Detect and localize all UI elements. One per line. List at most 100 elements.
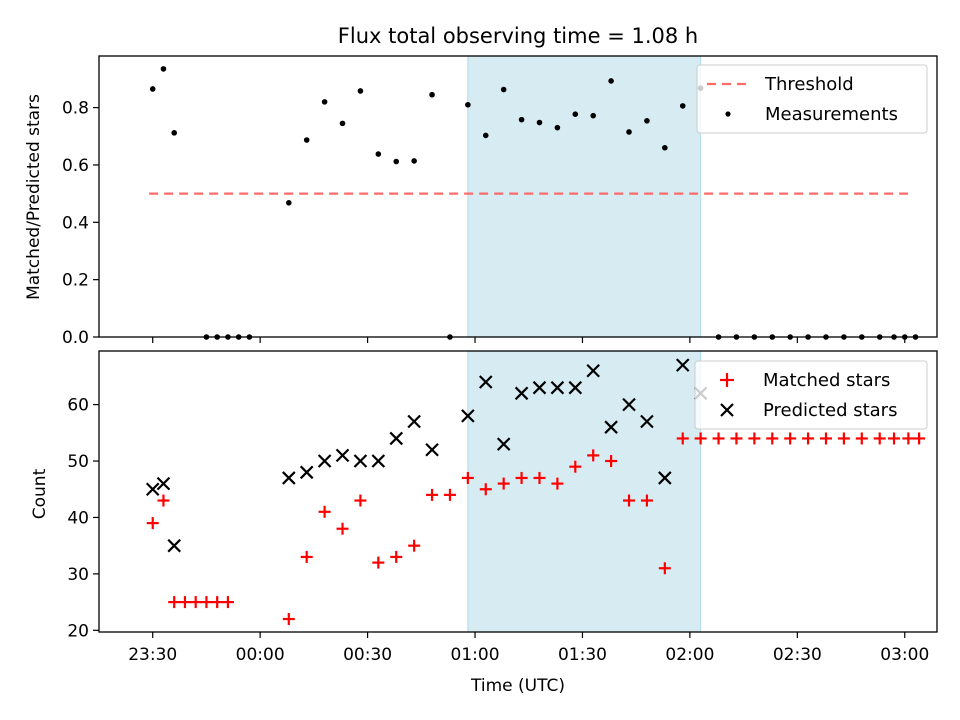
bottom-y-ticks: 20 30 40 50 60 — [67, 396, 99, 641]
count-points — [145, 358, 926, 626]
matched-star-point — [712, 432, 725, 445]
matched-star-point — [873, 432, 886, 445]
measurement-point — [608, 78, 614, 84]
y-tick-label: 0.2 — [62, 271, 89, 291]
top-highlight-span — [467, 55, 702, 338]
matched-star-point — [336, 522, 349, 535]
measurement-point — [500, 86, 507, 93]
predicted-star-point — [604, 420, 618, 434]
measurement-point — [393, 158, 400, 165]
predicted-star-point — [675, 358, 690, 372]
matched-star-point — [390, 550, 403, 563]
matched-star-point — [819, 432, 832, 445]
predicted-star-point — [389, 431, 404, 446]
matched-star-point — [605, 455, 618, 468]
matched-star-point — [748, 432, 761, 445]
matched-star-point — [640, 494, 653, 507]
predicted-star-point — [371, 454, 386, 468]
predicted-star-point — [622, 397, 636, 412]
predicted-star-point — [353, 454, 368, 468]
matched-star-point — [157, 494, 170, 507]
x-tick-label: 03:00 — [880, 645, 929, 665]
legend-predicted-label: Predicted stars — [763, 400, 897, 421]
matched-star-point — [802, 432, 815, 445]
measurement-point — [160, 66, 167, 72]
y-tick-label: 50 — [67, 452, 89, 472]
predicted-star-point — [425, 442, 439, 457]
measurement-point — [572, 111, 579, 118]
top-axes-frame — [98, 55, 938, 338]
legend-predicted-swatch — [720, 403, 734, 417]
y-tick-label: 0.4 — [62, 213, 89, 233]
measurement-point — [662, 144, 668, 151]
bottom-y-axis-label: Count — [30, 468, 50, 519]
matched-star-point — [443, 488, 456, 501]
top-y-axis-label: Matched/Predicted stars — [24, 94, 44, 300]
matched-star-point — [551, 477, 564, 490]
predicted-star-point — [496, 437, 511, 451]
predicted-star-point — [317, 454, 332, 468]
matched-star-point — [146, 517, 159, 530]
measurement-point — [554, 124, 561, 131]
x-tick-label: 00:30 — [343, 645, 392, 665]
matched-star-point — [300, 550, 313, 563]
matched-star-point — [372, 556, 385, 569]
top-legend-box — [696, 64, 928, 134]
matched-star-point — [533, 471, 546, 484]
x-tick-label: 01:00 — [451, 645, 500, 665]
matched-star-point — [221, 596, 234, 609]
matched-star-point — [479, 483, 492, 496]
measurement-point — [321, 99, 328, 105]
measurement-point — [339, 120, 346, 127]
predicted-star-point — [640, 414, 654, 429]
measurement-point — [171, 130, 178, 136]
matched-star-point — [913, 432, 926, 445]
matched-star-point — [623, 494, 636, 507]
matched-star-point — [408, 539, 421, 552]
matched-star-point — [211, 596, 224, 609]
y-tick-label: 30 — [67, 565, 89, 585]
top-legend: Threshold Measurements — [696, 64, 928, 134]
matched-star-point — [902, 432, 915, 445]
matched-star-point — [497, 477, 510, 490]
predicted-star-point — [145, 482, 160, 497]
x-tick-label: 01:30 — [558, 645, 607, 665]
legend-matched-swatch — [720, 373, 734, 387]
measurement-point — [286, 200, 292, 206]
predicted-star-point — [658, 471, 672, 485]
measurement-point — [411, 158, 417, 164]
matched-star-point — [766, 432, 779, 445]
bottom-x-ticks: 23:30 00:00 00:30 01:00 01:30 02:00 02:30 03:00 — [128, 632, 929, 665]
predicted-star-point — [299, 465, 314, 480]
matched-star-point — [837, 432, 850, 445]
measurement-point — [303, 137, 310, 143]
legend-measurements-label: Measurements — [765, 104, 898, 125]
bottom-legend: Matched stars Predicted stars — [694, 360, 928, 430]
measurement-point — [644, 118, 650, 124]
predicted-star-point — [156, 476, 171, 491]
legend-measurements-swatch — [725, 111, 731, 117]
matched-star-point — [426, 488, 439, 501]
matched-star-point — [587, 449, 600, 462]
matched-star-point — [730, 432, 743, 445]
measurement-point — [429, 91, 435, 98]
matched-star-point — [178, 596, 191, 609]
predicted-star-point — [532, 380, 547, 395]
predicted-star-point — [586, 363, 600, 378]
matched-star-point — [282, 613, 295, 626]
y-tick-label: 0.6 — [62, 156, 89, 176]
legend-matched-label: Matched stars — [763, 370, 890, 391]
predicted-star-point — [461, 409, 475, 423]
matched-star-point — [200, 596, 213, 609]
predicted-star-point — [550, 380, 565, 395]
measurement-point — [518, 116, 525, 123]
matched-star-point — [354, 494, 367, 507]
y-tick-label: 0.8 — [62, 99, 89, 119]
matched-star-point — [318, 505, 331, 518]
y-tick-label: 40 — [67, 508, 89, 528]
legend-threshold-label: Threshold — [764, 74, 854, 95]
top-x-ticks — [152, 337, 906, 343]
top-panel: 0.00.20.40.60.8 Matched/Predicted stars … — [24, 55, 938, 348]
matched-star-point — [515, 471, 528, 484]
